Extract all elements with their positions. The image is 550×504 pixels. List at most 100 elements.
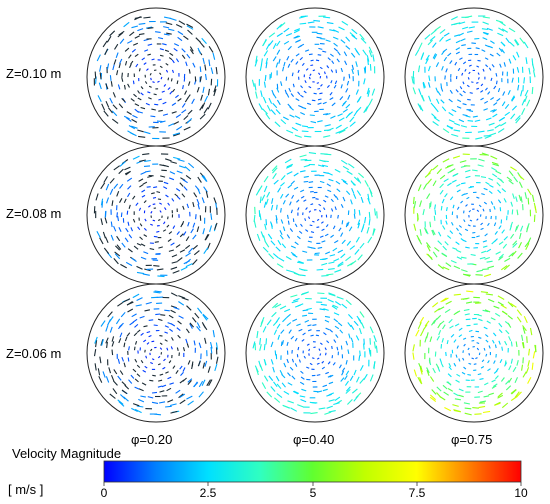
velocity-vector <box>345 256 352 262</box>
velocity-vector <box>195 37 201 43</box>
velocity-vector <box>490 77 493 82</box>
velocity-vector <box>432 121 439 127</box>
velocity-vector <box>446 124 453 130</box>
velocity-vector <box>143 251 149 255</box>
velocity-vector <box>467 77 470 80</box>
velocity-vector <box>202 175 208 182</box>
velocity-vector <box>134 341 138 345</box>
velocity-vector <box>140 332 144 336</box>
velocity-vector <box>107 311 113 318</box>
velocity-vector <box>294 223 298 228</box>
velocity-vector <box>154 103 159 106</box>
velocity-vector <box>168 249 174 252</box>
velocity-vector <box>199 104 204 111</box>
velocity-vector <box>321 262 328 266</box>
velocity-vector <box>498 47 503 53</box>
velocity-vector <box>481 193 485 196</box>
velocity-vector <box>468 26 475 29</box>
velocity-vector <box>497 32 504 37</box>
velocity-vector <box>146 342 150 345</box>
velocity-vector <box>127 308 134 313</box>
velocity-vector <box>291 72 294 77</box>
velocity-vector <box>453 293 461 296</box>
velocity-vector <box>318 47 323 50</box>
velocity-vector <box>442 128 450 134</box>
velocity-vector <box>347 322 352 328</box>
velocity-vector <box>337 214 339 219</box>
velocity-vector <box>524 89 529 97</box>
velocity-vector <box>440 205 443 211</box>
velocity-vector <box>192 244 198 250</box>
velocity-vector <box>128 346 130 351</box>
velocity-vector <box>270 72 273 78</box>
velocity-vector <box>125 261 133 267</box>
velocity-vector <box>428 95 432 102</box>
velocity-vector <box>477 59 481 62</box>
velocity-vector <box>477 130 485 133</box>
velocity-vector <box>519 225 524 232</box>
velocity-vector <box>182 84 184 90</box>
velocity-vector <box>417 322 422 330</box>
velocity-vector <box>198 391 204 398</box>
velocity-vector <box>503 264 510 271</box>
velocity-vector <box>488 45 493 49</box>
velocity-vector <box>351 187 355 194</box>
velocity-vector <box>167 216 169 220</box>
velocity-vector <box>340 253 346 259</box>
velocity-vector <box>500 304 507 309</box>
velocity-vector <box>286 56 290 61</box>
velocity-vector <box>114 253 121 260</box>
velocity-vector <box>413 201 417 209</box>
velocity-vector <box>334 269 342 273</box>
velocity-vector <box>532 351 536 359</box>
velocity-vector <box>460 200 464 204</box>
velocity-vector <box>113 183 119 189</box>
velocity-vector <box>447 373 452 378</box>
velocity-vector <box>177 36 183 42</box>
velocity-vector <box>303 164 310 168</box>
velocity-vector <box>524 192 528 199</box>
velocity-vector <box>132 195 136 200</box>
velocity-vector <box>449 60 453 65</box>
velocity-vector <box>355 89 359 95</box>
velocity-vector <box>455 40 461 44</box>
velocity-vector <box>265 57 269 65</box>
velocity-vector <box>275 246 281 252</box>
velocity-vector <box>495 80 498 85</box>
velocity-vector <box>147 53 151 56</box>
velocity-vector <box>275 214 278 221</box>
velocity-vector <box>512 242 518 248</box>
velocity-vector <box>267 233 273 240</box>
velocity-vector <box>319 235 324 238</box>
velocity-vector <box>173 43 180 47</box>
velocity-vector <box>452 173 458 177</box>
velocity-vector <box>363 67 366 74</box>
colorbar-title: Velocity Magnitude <box>12 446 122 461</box>
velocity-vector <box>176 347 179 352</box>
velocity-vector <box>197 188 201 195</box>
velocity-vector <box>335 334 339 339</box>
domain-boundary <box>245 283 385 423</box>
velocity-vector <box>159 210 162 213</box>
velocity-vector <box>165 194 169 198</box>
velocity-vector <box>505 380 510 385</box>
velocity-vector <box>153 413 162 416</box>
velocity-vector <box>171 59 175 64</box>
velocity-vector <box>131 313 137 318</box>
velocity-vector <box>412 87 417 95</box>
velocity-vector <box>183 231 187 236</box>
velocity-vector <box>343 76 345 81</box>
velocity-vector <box>117 84 121 90</box>
velocity-vector <box>280 193 284 199</box>
velocity-vector <box>483 201 488 205</box>
velocity-vector <box>293 172 299 177</box>
velocity-vector <box>165 158 172 162</box>
velocity-vector <box>363 106 368 114</box>
velocity-vector <box>445 220 448 225</box>
velocity-vector <box>351 28 358 35</box>
velocity-vector <box>322 50 327 53</box>
velocity-vector <box>170 323 176 327</box>
velocity-vector <box>347 262 354 267</box>
velocity-vector <box>454 323 460 327</box>
velocity-vector <box>308 216 311 219</box>
